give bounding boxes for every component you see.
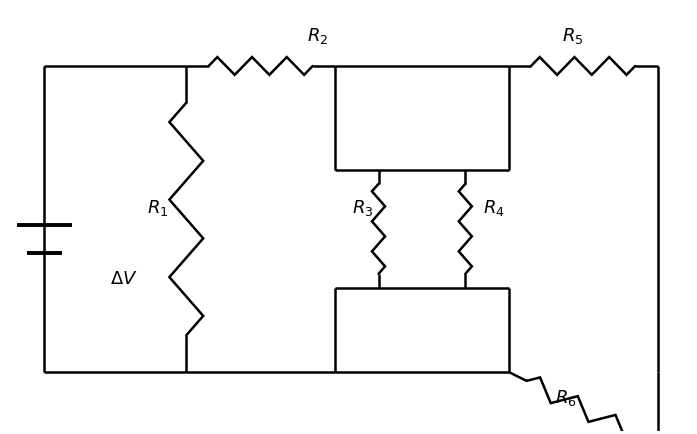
Text: $R_1$: $R_1$: [147, 198, 169, 218]
Text: $R_6$: $R_6$: [556, 388, 577, 408]
Text: $R_4$: $R_4$: [483, 198, 505, 218]
Text: $R_2$: $R_2$: [307, 26, 328, 46]
Text: $\Delta V$: $\Delta V$: [110, 270, 137, 288]
Text: $R_3$: $R_3$: [352, 198, 374, 218]
Text: $R_5$: $R_5$: [562, 26, 584, 46]
